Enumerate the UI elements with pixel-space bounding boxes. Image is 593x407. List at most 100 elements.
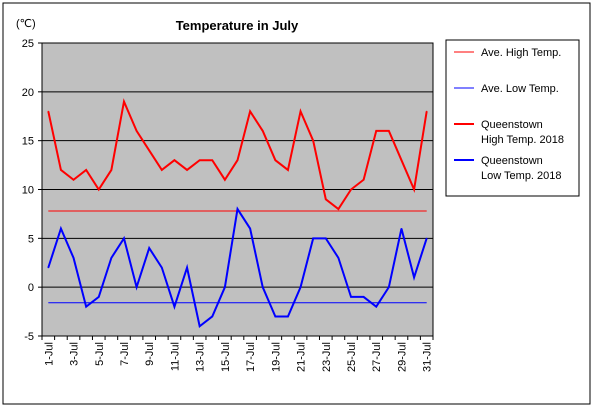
y-tick-label: 0 — [28, 282, 34, 294]
data-point — [110, 169, 112, 171]
data-point — [262, 286, 264, 288]
data-point — [375, 130, 377, 132]
data-point — [211, 159, 213, 161]
x-tick-label: 29-Jul — [396, 342, 408, 372]
y-tick-label: -5 — [24, 331, 34, 343]
data-point — [350, 296, 352, 298]
data-point — [400, 159, 403, 161]
data-point — [72, 179, 75, 181]
chart-title: Temperature in July — [176, 18, 299, 33]
data-point — [135, 130, 138, 132]
data-point — [211, 315, 213, 318]
data-point — [375, 306, 377, 308]
data-point — [274, 315, 276, 318]
data-point — [337, 257, 340, 259]
x-tick-label: 1-Jul — [43, 342, 55, 366]
x-tick-label: 3-Jul — [69, 342, 81, 366]
x-tick-label: 7-Jul — [119, 342, 131, 366]
x-tick-label: 15-Jul — [220, 342, 232, 372]
data-point — [110, 257, 112, 259]
legend-label: Ave. High Temp. — [481, 47, 561, 59]
unit-label: (℃) — [16, 18, 36, 30]
legend-label: High Temp. 2018 — [481, 134, 564, 146]
data-point — [186, 169, 188, 171]
data-point — [325, 237, 327, 239]
data-point — [98, 296, 100, 298]
x-tick-label: 23-Jul — [321, 342, 333, 372]
data-point — [337, 208, 340, 210]
x-tick-label: 19-Jul — [270, 342, 282, 372]
data-point — [47, 267, 49, 269]
data-point — [186, 267, 188, 269]
data-point — [249, 227, 251, 230]
x-tick-label: 13-Jul — [195, 342, 207, 372]
y-tick-label: 10 — [22, 185, 34, 197]
data-point — [274, 159, 276, 161]
data-point — [426, 237, 428, 239]
data-point — [161, 267, 163, 269]
data-point — [199, 325, 201, 327]
y-tick-label: 25 — [22, 38, 34, 50]
data-point — [312, 140, 314, 142]
data-point — [85, 306, 87, 308]
series-layer — [47, 98, 428, 328]
data-point — [325, 198, 327, 200]
y-tick-label: 5 — [28, 233, 34, 245]
data-point — [199, 159, 201, 161]
legend-label: Queenstown — [481, 119, 543, 131]
data-point — [413, 276, 415, 278]
data-point — [350, 188, 352, 191]
y-tick-label: 20 — [22, 87, 34, 99]
data-point — [312, 237, 314, 239]
data-point — [236, 159, 239, 161]
data-point — [388, 286, 390, 288]
data-point — [400, 227, 403, 230]
data-point — [224, 286, 226, 288]
data-point — [249, 110, 251, 112]
data-point — [72, 257, 75, 259]
data-point — [287, 169, 289, 171]
x-axis: 1-Jul 3-Jul 5-Jul 7-Jul 9-Jul 11-Jul 13-Jul 15-… — [41, 336, 434, 372]
data-point — [98, 188, 100, 191]
data-point — [173, 306, 176, 308]
legend-label: Ave. Low Temp. — [481, 83, 559, 95]
y-tick-label: 15 — [22, 136, 34, 148]
x-tick-label: 5-Jul — [94, 342, 106, 366]
data-point — [236, 208, 239, 210]
data-point — [60, 227, 62, 230]
data-point — [262, 130, 264, 132]
y-axis: -5 0 5 10 15 20 25 — [22, 38, 42, 343]
data-point — [388, 130, 390, 132]
data-point — [287, 315, 289, 318]
data-point — [47, 110, 49, 112]
x-tick-label: 21-Jul — [296, 342, 308, 372]
data-point — [299, 286, 302, 288]
data-point — [123, 101, 125, 103]
data-point — [161, 169, 163, 171]
data-point — [148, 247, 150, 249]
data-point — [363, 179, 365, 181]
legend-frame — [445, 39, 580, 197]
x-tick-label: 17-Jul — [245, 342, 257, 372]
data-point — [224, 179, 226, 181]
x-tick-label: 27-Jul — [371, 342, 383, 372]
data-point — [413, 188, 415, 191]
x-tick-label: 9-Jul — [144, 342, 156, 366]
data-point — [123, 237, 125, 239]
x-tick-label: 25-Jul — [346, 342, 358, 372]
x-tick-label: 31-Jul — [422, 342, 434, 372]
data-point — [426, 110, 428, 112]
data-point — [85, 169, 87, 171]
legend-label: Low Temp. 2018 — [481, 170, 562, 182]
data-point — [173, 159, 176, 161]
data-point — [299, 110, 302, 112]
x-tick-label: 11-Jul — [169, 342, 181, 371]
data-point — [363, 296, 365, 298]
legend-label: Queenstown — [481, 155, 543, 167]
data-point — [135, 286, 138, 288]
data-point — [60, 169, 62, 171]
data-point — [148, 149, 150, 152]
legend: Ave. High Temp. Ave. Low Temp. Queenstown H… — [445, 39, 580, 197]
gridlines — [42, 91, 433, 288]
